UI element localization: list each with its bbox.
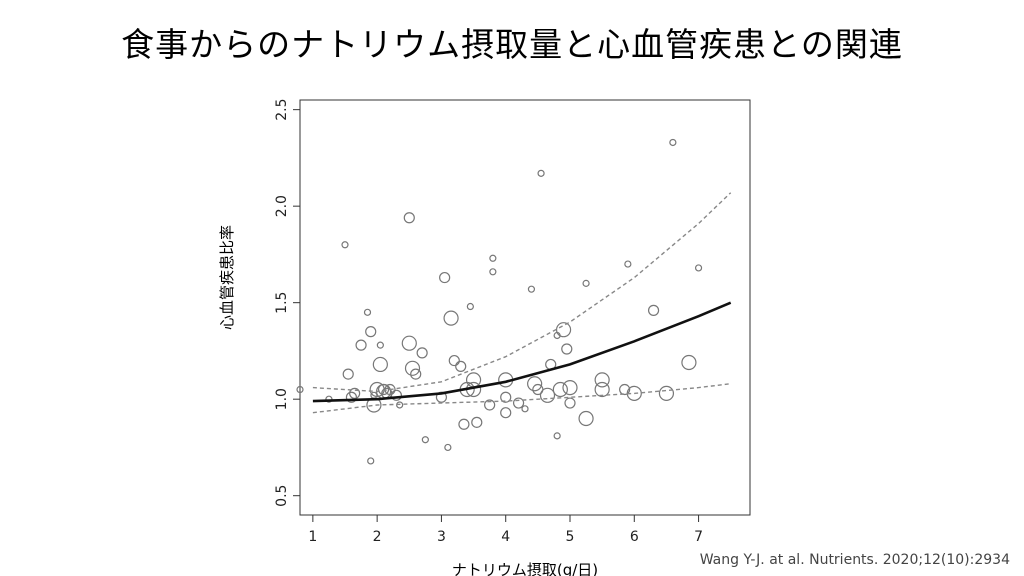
citation: Wang Y-J. at al. Nutrients. 2020;12(10):… — [699, 552, 1010, 568]
data-point — [365, 326, 377, 338]
ci-lower-curve — [312, 383, 731, 414]
data-point — [594, 381, 610, 398]
data-point — [342, 368, 354, 380]
chart-container: 1 2 3 4 5 6 7 0.5 1.0 1.5 2.0 2.5 ナトリウム摂取(g/日) 心血管… — [200, 90, 760, 576]
data-point — [448, 354, 460, 367]
data-point — [458, 418, 470, 430]
data-point — [416, 347, 428, 359]
y-axis-label: 心血管疾患比率 — [218, 225, 236, 330]
data-point — [489, 268, 497, 276]
data-point — [562, 380, 578, 396]
x-tick-label: 6 — [630, 529, 639, 545]
x-tick-label: 2 — [373, 529, 382, 545]
x-axis-label: ナトリウム摂取(g/日) — [452, 561, 598, 576]
data-point — [561, 343, 573, 355]
y-tick-label: 2.0 — [274, 195, 290, 217]
data-point — [500, 391, 512, 403]
regression-curves — [312, 192, 732, 414]
data-point — [372, 356, 388, 373]
x-axis: 1 2 3 4 5 6 7 — [308, 515, 703, 545]
data-point — [384, 383, 396, 396]
x-tick-label: 5 — [566, 529, 575, 545]
data-point — [564, 397, 576, 409]
data-point — [555, 322, 572, 338]
data-point — [489, 254, 497, 262]
data-point — [345, 391, 358, 403]
data-point — [403, 212, 415, 224]
data-point — [341, 241, 349, 249]
y-tick-label: 0.5 — [274, 485, 290, 507]
x-tick-label: 4 — [501, 529, 510, 545]
data-point — [439, 271, 451, 284]
data-point — [349, 387, 361, 399]
data-point — [296, 385, 304, 394]
y-axis: 0.5 1.0 1.5 2.0 2.5 — [274, 99, 300, 507]
data-point — [539, 387, 556, 403]
y-tick-label: 2.5 — [274, 99, 290, 121]
y-tick-label: 1.5 — [274, 292, 290, 314]
y-tick-label: 1.0 — [274, 388, 290, 410]
data-point — [619, 383, 631, 396]
data-point — [390, 389, 403, 401]
data-point — [404, 360, 421, 376]
data-point — [527, 376, 543, 392]
data-point — [325, 395, 333, 403]
data-point — [552, 381, 568, 398]
data-point — [553, 432, 561, 440]
data-point — [455, 360, 467, 372]
data-point — [466, 302, 474, 311]
x-tick-label: 3 — [437, 529, 446, 545]
data-point — [376, 341, 384, 349]
scatter-chart: 1 2 3 4 5 6 7 0.5 1.0 1.5 2.0 2.5 ナトリウム摂取(g/日) 心血管… — [218, 99, 751, 576]
data-point — [658, 385, 675, 401]
data-point — [355, 339, 367, 351]
data-point — [471, 416, 483, 428]
data-point — [512, 397, 525, 409]
data-point — [421, 436, 429, 444]
data-point — [484, 399, 496, 411]
slide-title: 食事からのナトリウム摂取量と心血管疾患との関連 — [121, 25, 903, 64]
data-point — [582, 279, 590, 287]
ci-upper-curve — [312, 192, 732, 393]
fit-curve — [312, 301, 732, 403]
plot-frame — [299, 99, 751, 516]
data-point — [594, 372, 610, 388]
data-point — [410, 368, 422, 380]
data-point — [537, 169, 545, 177]
data-point — [367, 457, 375, 465]
data-point — [363, 308, 372, 316]
data-point — [444, 443, 452, 452]
data-point — [681, 354, 697, 371]
data-point — [521, 405, 529, 413]
data-point — [647, 304, 660, 316]
data-point — [624, 260, 632, 268]
data-point — [669, 138, 677, 147]
x-tick-label: 1 — [308, 529, 317, 545]
data-point — [500, 407, 512, 419]
data-point — [578, 410, 594, 427]
data-point — [401, 335, 417, 351]
data-point — [527, 285, 536, 293]
scatter-points — [296, 138, 703, 465]
x-tick-label: 7 — [694, 529, 703, 545]
data-point — [443, 310, 459, 326]
data-point — [694, 264, 703, 272]
